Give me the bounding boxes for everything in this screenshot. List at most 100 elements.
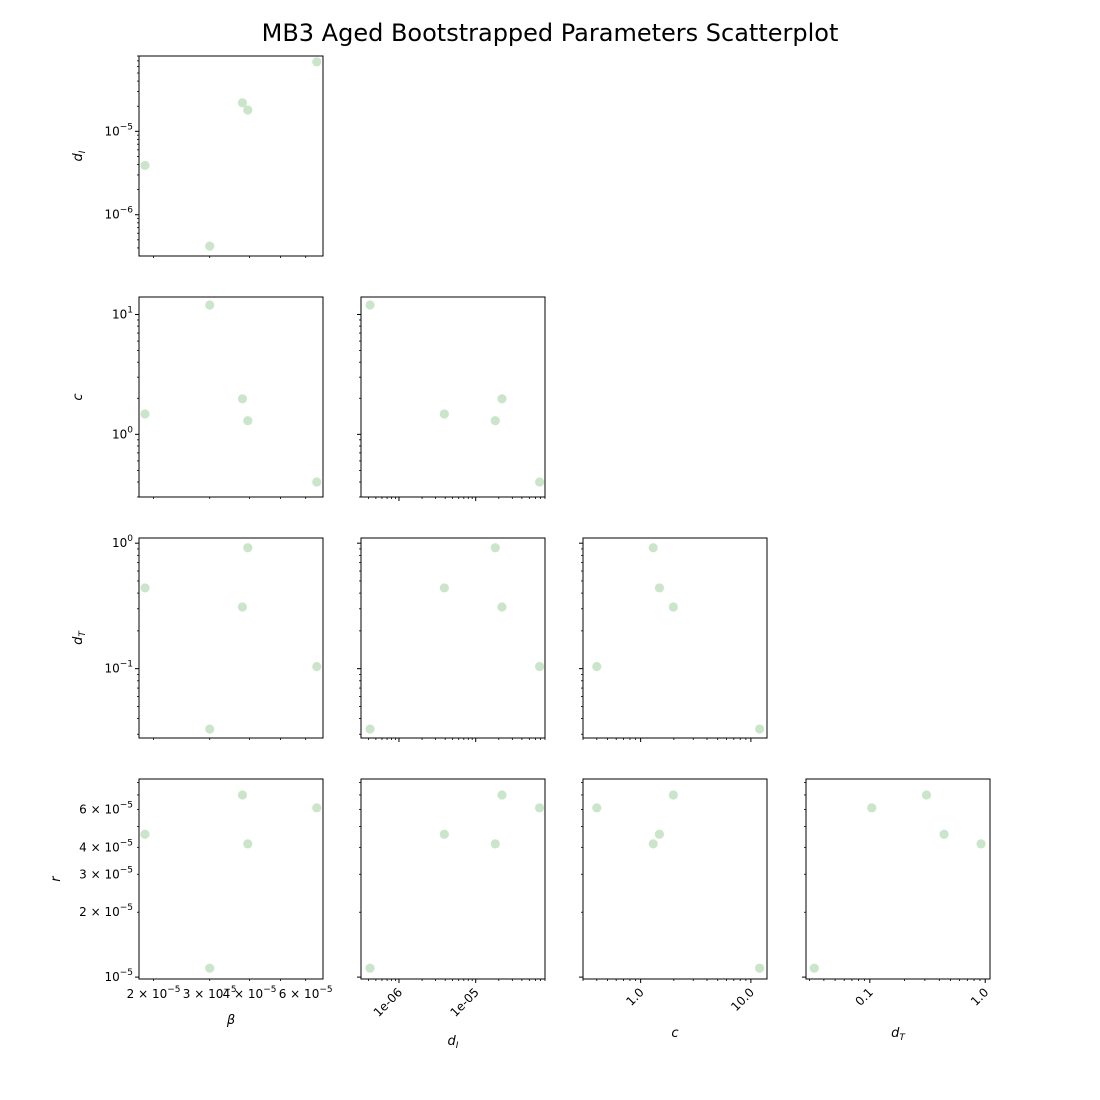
x-tick-label: 1e-05: [447, 985, 481, 1019]
data-point: [809, 963, 819, 973]
panel-frame: [138, 778, 324, 980]
x-axis-label: dI: [448, 1034, 459, 1051]
data-point: [755, 724, 765, 734]
data-point: [365, 724, 375, 734]
data-point: [654, 829, 665, 839]
data-point: [243, 839, 253, 849]
data-point: [921, 790, 932, 800]
data-point: [237, 790, 248, 800]
data-point: [534, 477, 545, 487]
y-tick-label: 10−6: [104, 206, 133, 222]
panel-c-vs-beta: 100 101 c: [71, 296, 324, 499]
data-point: [243, 105, 253, 115]
data-point: [439, 583, 449, 593]
data-point: [312, 661, 322, 672]
y-tick-label: 6 × 10−5: [79, 800, 133, 816]
panel-dT-vs-beta: 10−1 100 dT: [71, 534, 324, 740]
data-point: [140, 583, 150, 593]
panel-c-vs-dI: [357, 296, 546, 501]
data-point: [534, 661, 545, 672]
y-tick-label: 4 × 10−5: [79, 838, 133, 854]
y-tick-label: 10−5: [104, 968, 133, 984]
data-point: [648, 543, 658, 553]
data-point: [490, 543, 500, 553]
y-tick-label: 100: [112, 425, 133, 441]
panel-dI-vs-beta: 10−6 10−5 dI: [71, 55, 324, 258]
panel-frame: [360, 296, 546, 498]
panel-r-vs-dI: 1e-06 1e-05 dI: [357, 778, 546, 1051]
data-point: [237, 98, 248, 108]
x-tick-label: 6 × 10−5: [279, 985, 333, 1001]
x-tick-label: 1e-06: [371, 985, 405, 1019]
x-tick-label: 0.1: [853, 985, 876, 1008]
data-point: [668, 602, 678, 612]
data-point: [365, 963, 375, 973]
y-axis-label: dT: [71, 630, 88, 645]
data-point: [140, 829, 150, 839]
data-point: [497, 602, 507, 612]
x-tick-label: 1.0: [968, 985, 991, 1008]
data-point: [534, 803, 545, 813]
y-axis-label: r: [49, 875, 64, 882]
panel-dT-vs-c: [579, 537, 768, 742]
data-point: [205, 241, 215, 251]
panel-frame: [138, 537, 324, 739]
data-point: [312, 803, 322, 813]
x-axis-label: β: [226, 1013, 235, 1028]
y-tick-label: 3 × 10−5: [79, 865, 133, 881]
y-tick-label: 10−5: [104, 122, 133, 138]
data-point: [648, 839, 658, 849]
y-tick-label: 100: [112, 534, 133, 550]
data-point: [205, 963, 215, 973]
y-tick-label: 10−1: [104, 660, 133, 676]
x-tick-label: 10.0: [728, 985, 757, 1014]
panel-frame: [360, 537, 546, 739]
panel-frame: [582, 537, 768, 739]
data-point: [243, 543, 253, 553]
panel-r-vs-dT: 0.1 1.0 dT: [802, 778, 991, 1043]
x-axis-label: c: [671, 1026, 678, 1041]
data-point: [439, 829, 449, 839]
data-point: [867, 803, 877, 813]
panel-frame: [138, 296, 324, 498]
x-tick-label: 3 × 10−5: [183, 985, 237, 1001]
data-point: [654, 583, 665, 593]
data-point: [939, 829, 949, 839]
x-axis-label: dT: [891, 1026, 906, 1043]
data-point: [140, 409, 150, 419]
panel-frame: [582, 778, 768, 980]
y-axis-label: dI: [71, 150, 88, 161]
y-tick-label: 101: [112, 306, 133, 322]
data-point: [755, 963, 765, 973]
panel-frame: [360, 778, 546, 980]
data-point: [439, 409, 449, 419]
data-point: [592, 803, 602, 813]
x-tick-label: 2 × 10−5: [127, 985, 181, 1001]
panel-dT-vs-dI: [357, 537, 546, 742]
data-point: [205, 300, 215, 310]
x-tick-label: 4 × 10−5: [223, 985, 277, 1001]
data-point: [497, 394, 507, 404]
x-tick-label: 1.0: [623, 985, 646, 1008]
data-point: [592, 661, 602, 672]
data-point: [312, 477, 322, 487]
data-point: [490, 839, 500, 849]
data-point: [205, 724, 215, 734]
chart-title: MB3 Aged Bootstrapped Parameters Scatter…: [262, 19, 839, 47]
data-point: [237, 394, 248, 404]
panel-r-vs-c: 1.0 10.0 c: [579, 778, 768, 1041]
panel-frame: [805, 778, 991, 980]
data-point: [668, 790, 678, 800]
data-point: [976, 839, 986, 849]
data-point: [312, 57, 322, 67]
data-point: [243, 416, 253, 426]
data-point: [140, 160, 150, 171]
data-point: [365, 300, 375, 310]
data-point: [237, 602, 248, 612]
y-tick-label: 2 × 10−5: [79, 903, 133, 919]
data-point: [490, 416, 500, 426]
panel-r-vs-beta: 10−52 × 10−53 × 10−54 × 10−56 × 10−5r2 ×…: [49, 778, 333, 1028]
panel-frame: [138, 55, 324, 257]
